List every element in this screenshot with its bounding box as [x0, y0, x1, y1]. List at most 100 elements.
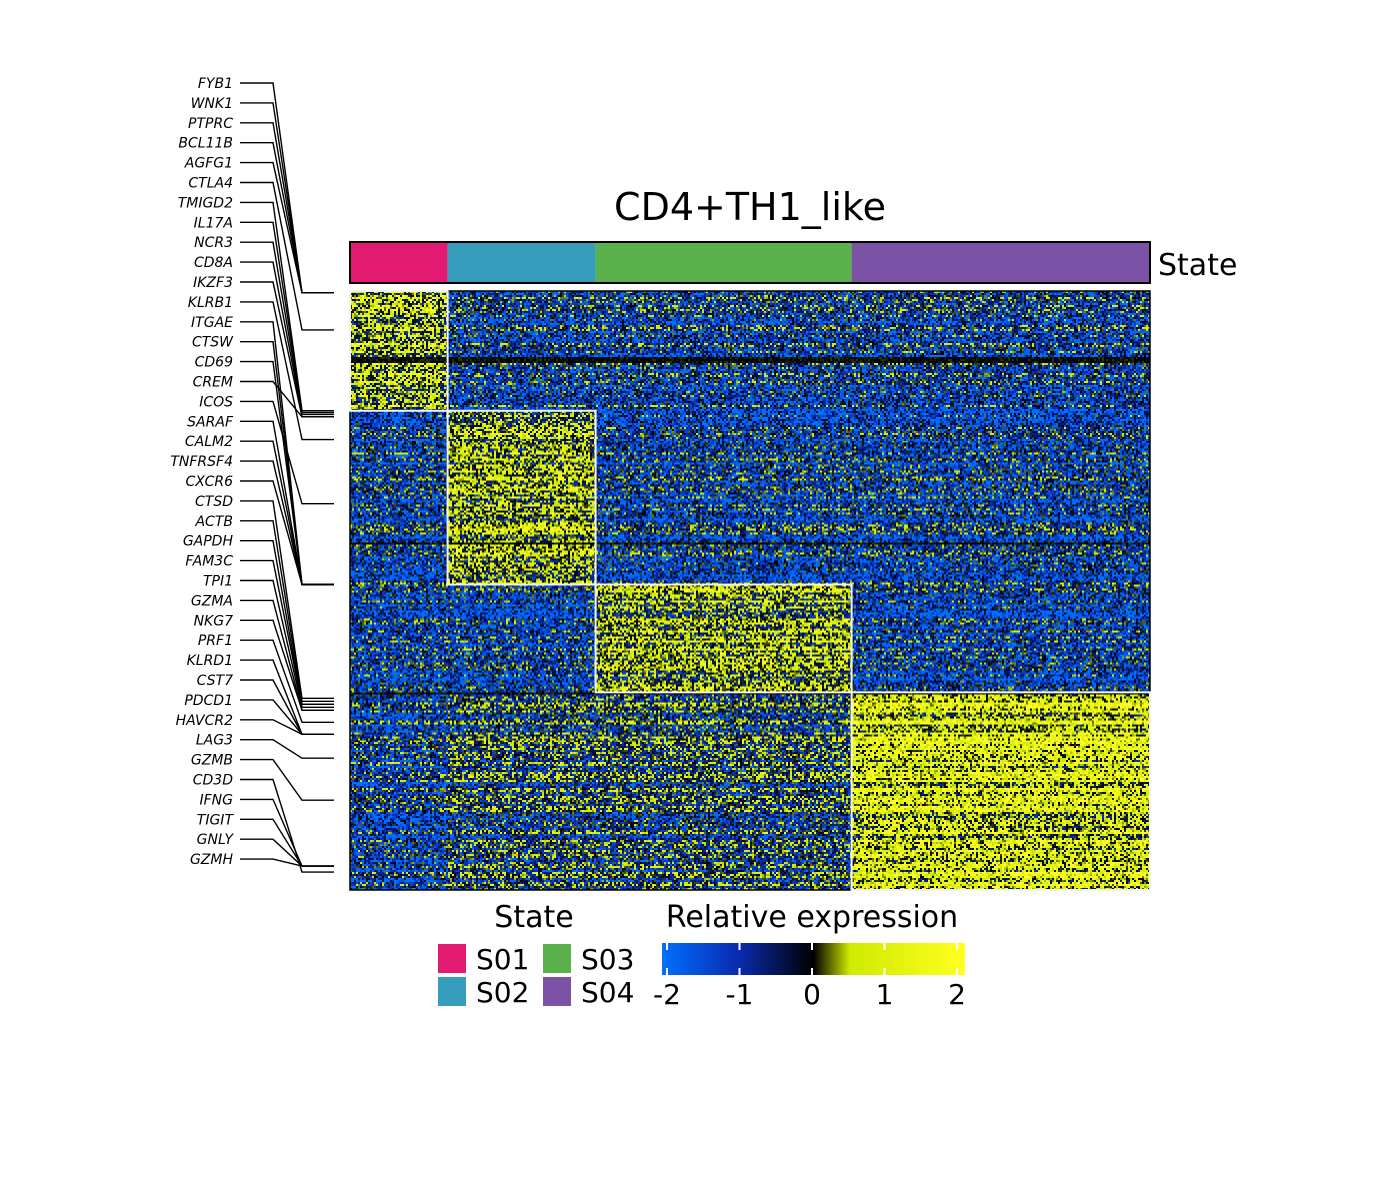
- gene-label: CD69: [195, 355, 233, 371]
- gene-label: GNLY: [197, 832, 235, 848]
- block-outline-s01: [349, 290, 449, 412]
- gene-label: CTSD: [195, 494, 233, 510]
- gene-connector-line: [240, 500, 334, 700]
- gene-connector-line: [240, 301, 334, 441]
- block-outline-s04: [850, 691, 1151, 892]
- legend-label-s02: S02: [476, 976, 529, 1009]
- gene-label: GZMH: [190, 852, 234, 868]
- gene-connector-line: [240, 141, 334, 294]
- state-bar-s04: [851, 242, 1150, 283]
- gene-label: CREM: [193, 375, 233, 391]
- gene-connector-line: [240, 221, 334, 412]
- gene-connector-line: [240, 201, 334, 412]
- gene-connector-line: [240, 579, 334, 709]
- gene-connector-line: [240, 261, 334, 416]
- scale-tick-label: -2: [653, 978, 681, 1011]
- legend-label-s03: S03: [581, 943, 634, 976]
- color-scale-title: Relative expression: [666, 900, 958, 935]
- gene-connector-line: [240, 241, 334, 414]
- expression-heatmap: [349, 290, 1151, 891]
- gene-label: IL17A: [194, 215, 233, 231]
- gene-label: TNFRSF4: [170, 454, 233, 470]
- gene-connector-line: [240, 639, 334, 723]
- state-bar-s01: [350, 242, 448, 283]
- color-scale-ticks: -2 -1 0 1 2: [653, 943, 966, 1011]
- gene-label: IKZF3: [193, 275, 233, 291]
- gene-label: PDCD1: [184, 693, 233, 709]
- gene-label: AGFG1: [184, 156, 233, 172]
- legend-label-s04: S04: [581, 976, 634, 1009]
- gene-connector-line: [240, 181, 334, 331]
- gene-label: TPI1: [203, 574, 233, 590]
- gene-label: GZMA: [191, 593, 233, 609]
- state-legend-title: State: [494, 900, 573, 935]
- gene-label: CST7: [197, 673, 233, 689]
- scale-tick-label: 0: [803, 978, 821, 1011]
- gene-label: CD3D: [193, 773, 233, 789]
- gene-label: CD8A: [194, 255, 233, 271]
- legend-label-s01: S01: [476, 943, 529, 976]
- gene-label: NKG7: [194, 613, 234, 629]
- scale-tick-label: -1: [726, 978, 754, 1011]
- gene-label: CTLA4: [188, 176, 233, 192]
- gene-connector-line: [240, 341, 334, 586]
- gene-label: TIGIT: [197, 812, 235, 828]
- gene-label: CTSW: [192, 335, 234, 351]
- gene-connector-line: [240, 460, 334, 586]
- scale-tick-label: 2: [948, 978, 966, 1011]
- state-bar-s03: [595, 242, 852, 283]
- gene-label: FAM3C: [185, 554, 233, 570]
- gene-label-column: FYB1 WNK1 PTPRC BCL11B AGFG1 CTLA4 TMIGD2 IL17A…: [170, 76, 334, 873]
- gene-label: NCR3: [194, 235, 233, 251]
- state-block-outlines: [349, 290, 1151, 892]
- gene-connector-line: [240, 360, 334, 586]
- state-annotation-bar: [349, 241, 1151, 284]
- gene-label: ITGAE: [191, 315, 233, 331]
- gene-connector-line: [240, 559, 334, 706]
- gene-label: ICOS: [199, 394, 233, 410]
- gene-connector-line: [240, 480, 334, 586]
- state-bar-s02: [447, 242, 596, 283]
- legend-swatch-s03: [543, 944, 571, 973]
- gene-label: HAVCR2: [176, 713, 233, 729]
- legend-swatch-s01: [438, 944, 466, 973]
- gene-label: PRF1: [198, 633, 233, 649]
- gene-connector-line: [240, 719, 334, 735]
- block-outline-s03: [594, 583, 853, 694]
- gene-label: GZMB: [191, 753, 233, 769]
- gene-label: CALM2: [185, 434, 233, 450]
- gene-connector-line: [240, 82, 334, 294]
- gene-connector-line: [240, 520, 334, 703]
- gene-connector-line: [240, 798, 334, 867]
- gene-connector-line: [240, 400, 334, 505]
- state-bar-border: [349, 241, 1151, 284]
- gene-connector-line: [240, 659, 334, 735]
- gene-connector-line: [240, 102, 334, 294]
- gene-label: CXCR6: [185, 474, 233, 490]
- chart-title: CD4+TH1_like: [614, 185, 886, 229]
- heatmap-cells: [350, 291, 1150, 890]
- gene-label: KLRB1: [188, 295, 233, 311]
- gene-label: FYB1: [198, 76, 233, 92]
- scale-tick-label: 1: [876, 978, 894, 1011]
- gene-connector-line: [240, 380, 334, 418]
- legend-swatch-s04: [543, 977, 571, 1006]
- gene-connector-line: [240, 858, 334, 867]
- gene-label: SARAF: [187, 414, 234, 430]
- gene-label: TMIGD2: [178, 195, 233, 211]
- gene-label: PTPRC: [188, 116, 233, 132]
- gene-label: GAPDH: [183, 534, 234, 550]
- gene-connector-line: [240, 758, 334, 801]
- gene-connector-line: [240, 619, 334, 711]
- gene-label: IFNG: [199, 792, 233, 808]
- gene-connector-line: [240, 739, 334, 759]
- gene-label: KLRD1: [187, 653, 233, 669]
- gene-connector-line: [240, 161, 334, 294]
- gene-label: LAG3: [196, 733, 233, 749]
- heatmap-border: [349, 290, 1151, 891]
- gene-connector-line: [240, 778, 334, 873]
- gene-label: BCL11B: [178, 136, 233, 152]
- color-scale-bar: [662, 943, 965, 975]
